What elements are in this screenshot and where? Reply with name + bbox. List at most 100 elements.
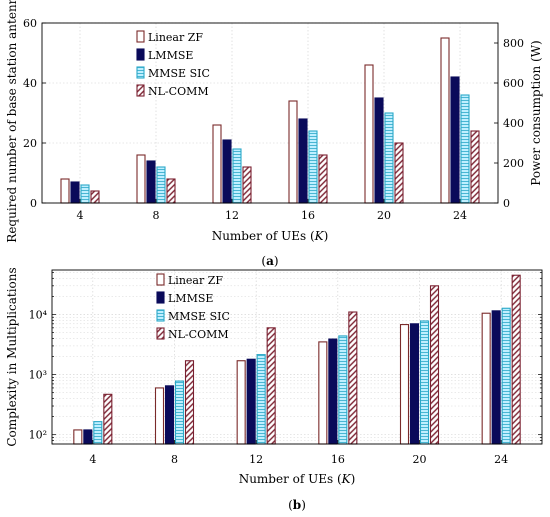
bar: [136, 154, 146, 204]
bar: [450, 76, 460, 204]
x-tick-label: 16: [301, 209, 315, 222]
bar: [266, 327, 276, 445]
x-tick-label: 16: [331, 453, 345, 466]
bar: [174, 380, 185, 445]
bar: [90, 190, 100, 204]
legend-swatch: [156, 309, 165, 322]
legend-swatch: [136, 66, 145, 79]
y-right-tick-label: 800: [503, 37, 524, 50]
x-tick-label: 24: [494, 453, 508, 466]
bar: [156, 166, 166, 204]
legend-label: NL-COMM: [168, 328, 229, 341]
bar: [364, 64, 374, 204]
legend-swatch: [156, 291, 165, 304]
bar: [83, 429, 93, 445]
bar: [164, 385, 175, 445]
bar: [440, 37, 450, 204]
x-tick-label: 20: [413, 453, 427, 466]
y-axis-label: Complexity in Multiplications: [5, 267, 19, 446]
bar: [460, 94, 470, 204]
legend-label: NL-COMM: [148, 85, 209, 98]
bar: [419, 320, 430, 445]
bar: [184, 360, 195, 445]
plot-frame: [51, 269, 543, 445]
y-tick-label: 0: [30, 197, 37, 210]
y-right-tick-label: 200: [503, 157, 524, 170]
x-axis-label: Number of UEs (K): [239, 472, 356, 486]
x-tick-label: 8: [153, 209, 160, 222]
x-axis-label: Number of UEs (K): [212, 229, 329, 243]
panel-label: (b): [288, 498, 306, 512]
y-tick-label: 60: [23, 17, 37, 30]
x-tick-label: 24: [453, 209, 467, 222]
x-tick-label: 8: [171, 453, 178, 466]
bar: [318, 341, 328, 445]
bar: [80, 184, 90, 204]
bar: [256, 354, 266, 445]
bar: [308, 130, 318, 204]
y-tick-label: 20: [23, 137, 37, 150]
bar: [73, 429, 83, 445]
x-tick-label: 20: [377, 209, 391, 222]
y-tick-label: 40: [23, 77, 37, 90]
bar: [246, 358, 256, 445]
legend-label: Linear ZF: [148, 31, 203, 44]
bar: [348, 311, 358, 445]
bar: [429, 285, 440, 445]
legend-label: Linear ZF: [168, 274, 223, 287]
legend-swatch: [156, 273, 165, 286]
x-tick-label: 12: [225, 209, 239, 222]
y-tick-label: 10²: [29, 429, 47, 442]
y-right-tick-label: 400: [503, 117, 524, 130]
bar: [60, 178, 70, 204]
panel-label: (a): [261, 254, 278, 268]
bar: [146, 160, 156, 204]
legend-swatch: [136, 30, 145, 43]
bar: [242, 166, 252, 204]
legend-label: LMMSE: [168, 292, 213, 305]
bar: [470, 130, 480, 204]
bar: [374, 97, 384, 204]
x-tick-label: 4: [77, 209, 84, 222]
bar: [232, 148, 242, 204]
bar: [166, 178, 176, 204]
y-right-tick-label: 0: [503, 197, 510, 210]
bar: [384, 112, 394, 204]
legend-label: MMSE SIC: [168, 310, 230, 323]
panel-b: 10² 10³ 10⁴ 4 8 12 16 20 24 Number of UEs (K) Comp…: [5, 267, 543, 512]
y-tick-label: 10³: [29, 369, 47, 382]
y-right-axis-label: Power consumption (W): [529, 40, 543, 185]
bar: [394, 142, 404, 204]
y-tick-label: 10⁴: [29, 308, 48, 321]
legend-label: LMMSE: [148, 49, 193, 62]
x-tick-label: 12: [249, 453, 263, 466]
bar: [222, 139, 232, 204]
legend-swatch: [156, 327, 165, 340]
bar: [409, 323, 420, 445]
y-right-tick-label: 600: [503, 77, 524, 90]
legend-swatch: [136, 48, 145, 61]
x-tick-label: 4: [89, 453, 96, 466]
bar: [491, 310, 501, 445]
legend-label: MMSE SIC: [148, 67, 210, 80]
bar: [399, 324, 410, 445]
bar: [338, 335, 348, 445]
bar: [93, 421, 103, 445]
bar: [212, 124, 222, 204]
bar: [481, 312, 491, 445]
bar: [501, 307, 511, 445]
bar: [154, 387, 165, 445]
bar: [288, 100, 298, 204]
bar: [328, 338, 338, 445]
y-axis-label: Required number of base station antennas: [5, 0, 19, 243]
bar: [298, 118, 308, 204]
bar: [511, 274, 521, 445]
plot-frame: [41, 22, 499, 204]
bar: [236, 360, 246, 445]
bar: [70, 181, 80, 204]
bar: [318, 154, 328, 204]
bar: [103, 393, 113, 445]
